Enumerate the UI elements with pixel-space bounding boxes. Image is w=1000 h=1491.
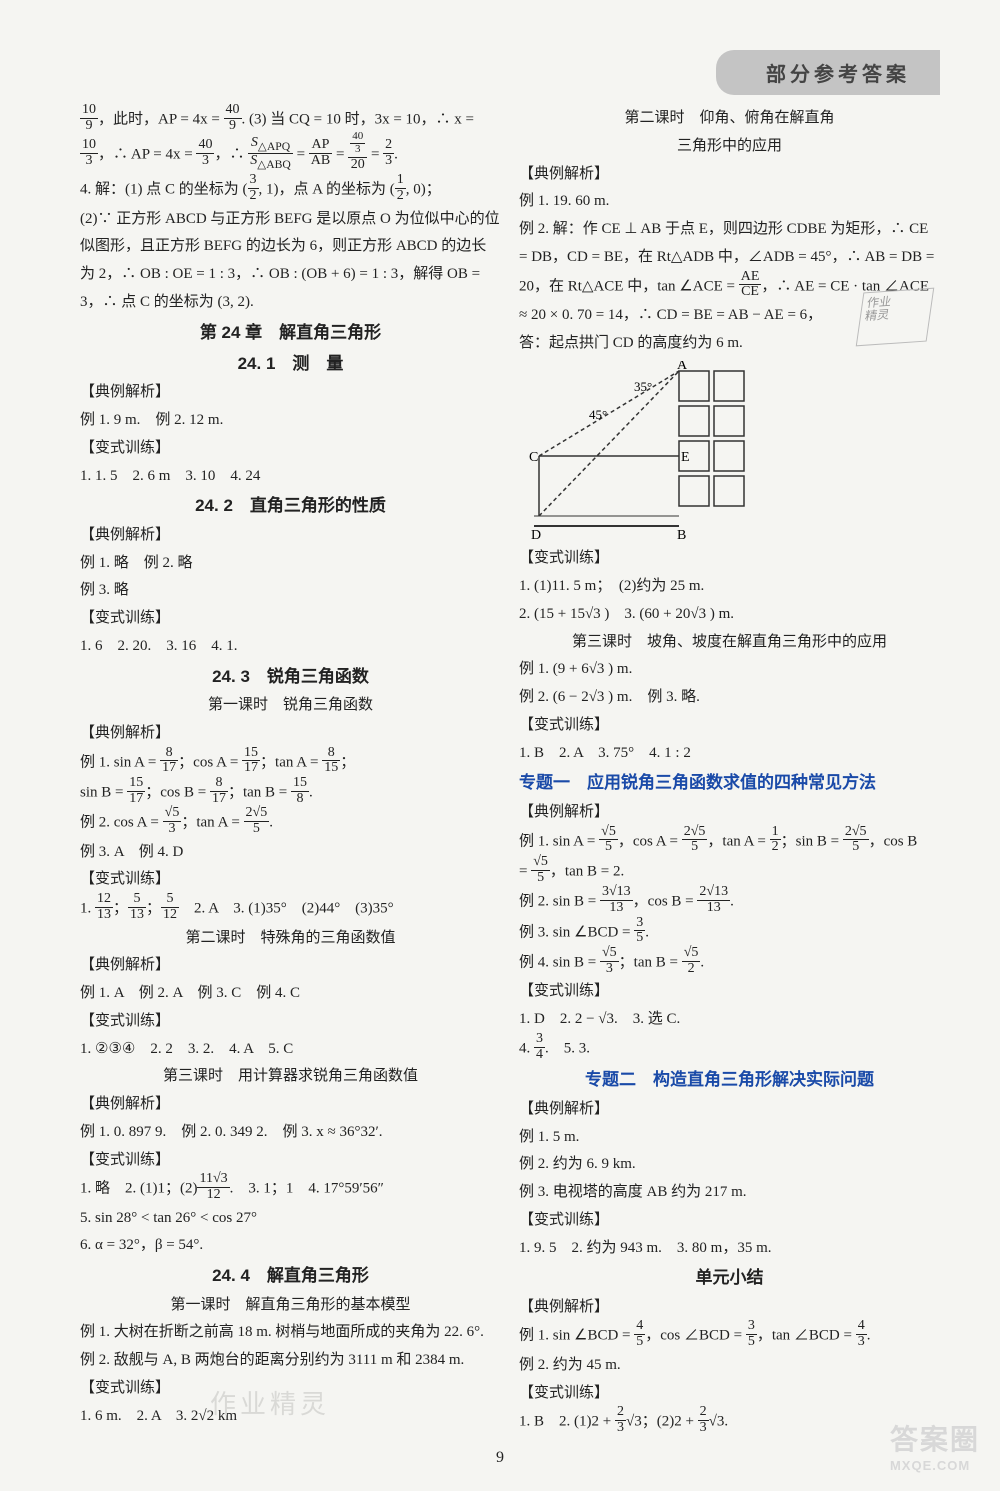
line: 【典例解析】: [80, 379, 501, 407]
line: 例 2. 解：作 CE ⊥ AB 于点 E，则四边形 CDBE 为矩形，∴ CE…: [519, 216, 940, 272]
line: 1. 1. 5 2. 6 m 3. 10 4. 24: [80, 463, 501, 491]
line: 1. B 2. A 3. 75° 4. 1 : 2: [519, 740, 940, 768]
line: 【变式训练】: [80, 1375, 501, 1403]
line: 【典例解析】: [519, 1294, 940, 1322]
line: 【变式训练】: [519, 1380, 940, 1408]
line: 【典例解析】: [519, 161, 940, 189]
line: 例 3. 略: [80, 577, 501, 605]
watermark-note: 作业精灵: [856, 288, 935, 347]
line: 例 2. cos A = √53；tan A = 2√55.: [80, 808, 501, 838]
topic-heading: 专题一 应用锐角三角函数求值的四种常见方法: [519, 767, 940, 798]
line: 【变式训练】: [519, 978, 940, 1006]
svg-text:35°: 35°: [634, 379, 652, 394]
section-subheading: 第二课时 特殊角的三角函数值: [80, 925, 501, 953]
line: 【典例解析】: [80, 720, 501, 748]
line: 【变式训练】: [80, 435, 501, 463]
svg-text:45°: 45°: [589, 407, 607, 422]
section-heading: 单元小结: [519, 1262, 940, 1293]
section-heading: 24. 4 解直角三角形: [80, 1260, 501, 1291]
line: 1. 9. 5 2. 约为 943 m. 3. 80 m，35 m.: [519, 1235, 940, 1263]
line: 【变式训练】: [80, 1147, 501, 1175]
section-heading: 第 24 章 解直角三角形: [80, 317, 501, 348]
line: 例 2. (6 − 2√3 ) m. 例 3. 略.: [519, 684, 940, 712]
section-subheading: 三角形中的应用: [519, 133, 940, 161]
topic-heading: 专题二 构造直角三角形解决实际问题: [519, 1064, 940, 1095]
line: 例 1. 9 m. 例 2. 12 m.: [80, 407, 501, 435]
line: 例 1. 0. 897 9. 例 2. 0. 349 2. 例 3. x ≈ 3…: [80, 1119, 501, 1147]
line: 例 1. sin A = √55，cos A = 2√55，tan A = 12…: [519, 827, 940, 857]
svg-text:A: A: [677, 361, 688, 373]
section-subheading: 第三课时 用计算器求锐角三角函数值: [80, 1063, 501, 1091]
line: 1. 6 2. 20. 3. 16 4. 1.: [80, 633, 501, 661]
watermark-bottom-right: 答案圈 MXQE.COM: [890, 1418, 980, 1473]
line: 【典例解析】: [80, 522, 501, 550]
line: 例 1. A 例 2. A 例 3. C 例 4. C: [80, 980, 501, 1008]
svg-text:B: B: [677, 528, 686, 541]
line: 【变式训练】: [80, 605, 501, 633]
line: 1. D 2. 2 − √3. 3. 选 C.: [519, 1006, 940, 1034]
line: 【典例解析】: [519, 799, 940, 827]
section-subheading: 第二课时 仰角、俯角在解直角: [519, 105, 940, 133]
line: 4. 34. 5. 3.: [519, 1034, 940, 1064]
line: 1. B 2. (1)2 + 23√3；(2)2 + 23√3.: [519, 1407, 940, 1437]
line: 1. 略 2. (1)1；(2)11√312. 3. 1；1 4. 17°59′…: [80, 1174, 501, 1204]
line: sin B = 1517；cos B = 817；tan B = 158.: [80, 778, 501, 808]
line: = √55，tan B = 2.: [519, 857, 940, 887]
line: 例 1. 大树在折断之前高 18 m. 树梢与地面所成的夹角为 22. 6°.: [80, 1319, 501, 1347]
section-subheading: 24. 1 测 量: [80, 348, 501, 379]
svg-text:C: C: [529, 450, 538, 465]
line: 例 1. 略 例 2. 略: [80, 550, 501, 578]
line: 例 1. sin A = 817；cos A = 1517；tan A = 81…: [80, 748, 501, 778]
line: 例 1. 19. 60 m.: [519, 188, 940, 216]
header-title: 部分参考答案: [766, 64, 910, 86]
line: 例 3. 电视塔的高度 AB 约为 217 m.: [519, 1179, 940, 1207]
line: 4. 解：(1) 点 C 的坐标为 (32, 1)，点 A 的坐标为 (12, …: [80, 175, 501, 205]
line: 1. (1)11. 5 m； (2)约为 25 m.: [519, 573, 940, 601]
line: 例 3. A 例 4. D: [80, 839, 501, 867]
line: 【变式训练】: [519, 1207, 940, 1235]
line: 1. ②③④ 2. 2 3. 2. 4. A 5. C: [80, 1036, 501, 1064]
section-heading: 24. 2 直角三角形的性质: [80, 490, 501, 521]
section-subheading: 第一课时 锐角三角函数: [80, 692, 501, 720]
geometry-diagram: A C E D B 45° 35°: [529, 361, 789, 541]
line: (2)∵ 正方形 ABCD 与正方形 BEFG 是以原点 O 为位似中心的位似图…: [80, 206, 501, 317]
line: 1. 6 m. 2. A 3. 2√2 km: [80, 1403, 501, 1431]
content-columns: 109，此时，AP = 4x = 409. (3) 当 CQ = 10 时，3x…: [80, 105, 940, 1431]
line: 【变式训练】: [519, 545, 940, 573]
section-heading: 24. 3 锐角三角函数: [80, 661, 501, 692]
line: 例 1. 5 m.: [519, 1124, 940, 1152]
line: 例 3. sin ∠BCD = 35.: [519, 918, 940, 948]
line: 103，∴ AP = 4x = 403，∴ S△APQS△ABQ = APAB …: [80, 135, 501, 175]
svg-text:E: E: [681, 450, 690, 465]
line: 例 2. 敌舰与 A, B 两炮台的距离分别约为 3111 m 和 2384 m…: [80, 1347, 501, 1375]
left-column: 109，此时，AP = 4x = 409. (3) 当 CQ = 10 时，3x…: [80, 105, 501, 1431]
line: 6. α = 32°，β = 54°.: [80, 1232, 501, 1260]
line: 【变式训练】: [80, 1008, 501, 1036]
line: 1. 1213；513；512 2. A 3. (1)35° (2)44° (3…: [80, 894, 501, 924]
page-header: 部分参考答案: [716, 50, 940, 95]
section-subheading: 第三课时 坡角、坡度在解直角三角形中的应用: [519, 629, 940, 657]
line: 例 4. sin B = √53；tan B = √52.: [519, 948, 940, 978]
line: 109，此时，AP = 4x = 409. (3) 当 CQ = 10 时，3x…: [80, 105, 501, 135]
line: 例 1. sin ∠BCD = 45，cos ∠BCD = 35，tan ∠BC…: [519, 1321, 940, 1351]
line: 【变式训练】: [80, 866, 501, 894]
line: 2. (15 + 15√3 ) 3. (60 + 20√3 ) m.: [519, 601, 940, 629]
svg-text:D: D: [531, 528, 541, 541]
line: 【变式训练】: [519, 712, 940, 740]
page-number: 9: [496, 1449, 504, 1467]
line: 【典例解析】: [80, 952, 501, 980]
line: 5. sin 28° < tan 26° < cos 27°: [80, 1205, 501, 1233]
section-subheading: 第一课时 解直角三角形的基本模型: [80, 1292, 501, 1320]
line: 例 2. 约为 6. 9 km.: [519, 1151, 940, 1179]
line: 【典例解析】: [519, 1096, 940, 1124]
line: 【典例解析】: [80, 1091, 501, 1119]
line: 例 2. sin B = 3√1313，cos B = 2√1313.: [519, 887, 940, 917]
line: 例 1. (9 + 6√3 ) m.: [519, 656, 940, 684]
line: 例 2. 约为 45 m.: [519, 1352, 940, 1380]
